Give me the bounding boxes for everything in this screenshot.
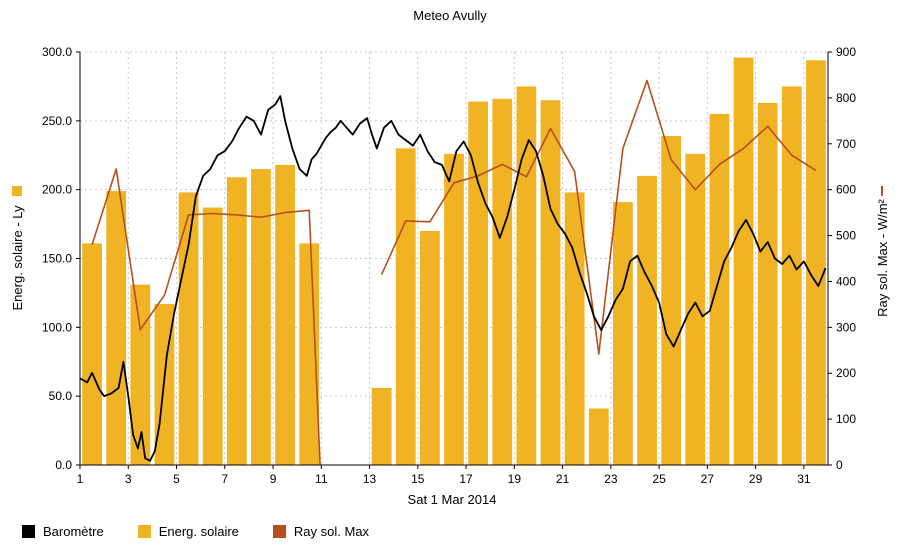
y-left-tick-label: 200.0 [42,183,72,197]
legend-swatch-energ-solaire [137,525,151,538]
y-right-tick-label: 500 [836,229,856,243]
y-left-tick-label: 50.0 [49,389,73,403]
bar [613,202,633,465]
bar [781,86,802,466]
bar [299,243,320,465]
legend-label-ray-sol-max: Ray sol. Max [293,524,370,539]
bar [588,408,609,465]
left-axis-series-marker [12,186,22,196]
x-tick-label: 9 [270,472,277,486]
x-tick-label: 3 [125,472,132,486]
y-right-tick-label: 100 [836,412,856,426]
legend-swatch-barometre [22,525,35,538]
y-right-tick-label: 200 [836,366,856,380]
legend-swatch-ray-sol-max [272,525,286,538]
x-tick-label: 11 [315,472,328,486]
bar [806,60,826,465]
bar [202,207,223,465]
bars [82,57,826,466]
bar [371,387,392,465]
x-tick-label: 15 [411,472,425,486]
y-right-tick-label: 400 [836,274,856,288]
bar [178,192,199,466]
right-axis-series-marker [881,186,883,196]
y-left-tick-label: 150.0 [42,252,72,266]
x-tick-label: 17 [459,472,473,486]
bar [395,148,416,465]
legend: Baromètre Energ. solaire Ray sol. Max [22,524,403,539]
x-tick-label: 13 [363,472,377,486]
bar [516,86,537,466]
legend-item-barometre: Baromètre [22,524,104,539]
y-right-tick-label: 800 [836,91,856,105]
bar [564,192,585,466]
bar [661,135,682,465]
legend-label-energ-solaire: Energ. solaire [158,524,239,539]
y-right-tick-label: 0 [836,458,843,472]
bar [468,101,489,465]
bar [106,191,127,465]
x-tick-label: 25 [652,472,666,486]
x-tick-label: 29 [749,472,763,486]
y-right-tick-label: 300 [836,320,856,334]
bar [226,177,247,465]
y-right-tick-label: 900 [836,45,856,59]
y-left-tick-label: 100.0 [42,320,72,334]
y-axis-right-label: Ray sol. Max - W/m² [875,198,890,316]
bar [733,57,754,466]
x-tick-label: 1 [77,472,84,486]
axes: 0.0 50.0 100.0 150.0 200.0 250.0 300.0 0 100 200 3… [42,45,856,486]
x-axis-label: Sat 1 Mar 2014 [408,492,497,507]
series-line-barometre [79,95,827,462]
bar [130,284,151,465]
bar [637,175,657,465]
bar [275,164,295,466]
x-tick-label: 5 [173,472,180,486]
bar [492,98,513,465]
x-tick-label: 27 [701,472,715,486]
x-tick-label: 19 [508,472,522,486]
y-right-tick-label: 600 [836,183,856,197]
y-right-tick-label: 700 [836,137,856,151]
series-line-ray-sol-max [91,168,321,466]
y-left-tick-label: 0.0 [55,458,72,472]
bar [444,153,464,465]
chart-title: Meteo Avully [413,8,487,23]
legend-item-energ-solaire: Energ. solaire [137,524,239,539]
bar [685,153,706,465]
y-left-tick-label: 250.0 [42,114,72,128]
series-line-ray-sol-max [380,79,817,355]
bar [82,243,102,465]
y-left-tick-label: 300.0 [42,45,72,59]
y-axis-left-label: Energ. solaire - Ly [10,205,25,311]
legend-label-barometre: Baromètre [43,524,104,539]
bar [251,169,271,465]
x-tick-label: 7 [221,472,228,486]
x-tick-label: 31 [797,472,811,486]
bar [540,100,561,465]
lines [79,79,827,466]
bar [709,113,730,465]
legend-item-ray-sol-max: Ray sol. Max [272,524,370,539]
bar [419,230,440,465]
bar [757,102,778,465]
x-tick-label: 23 [604,472,618,486]
x-tick-label: 21 [556,472,570,486]
